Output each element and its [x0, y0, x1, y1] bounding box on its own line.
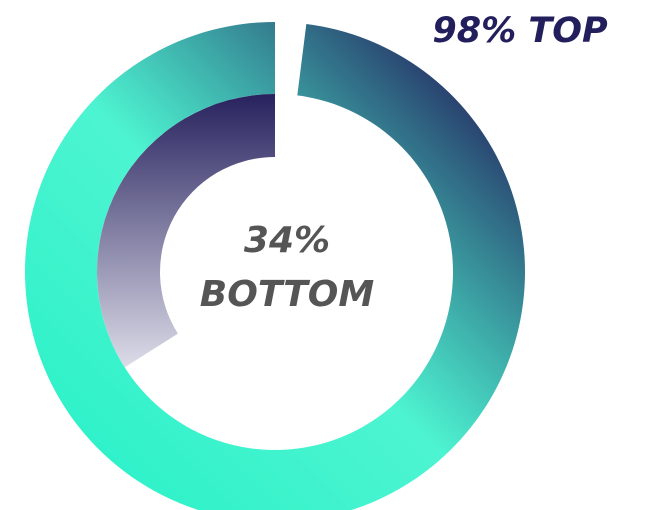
inner-name: BOTTOM	[200, 274, 375, 315]
outer-label: 98% TOP	[432, 11, 608, 51]
ring	[25, 22, 525, 510]
ring	[96, 94, 275, 368]
outer-value-label: 98%	[432, 11, 516, 51]
outer-name: TOP	[528, 11, 608, 51]
inner-value-label: 34%	[244, 220, 330, 261]
